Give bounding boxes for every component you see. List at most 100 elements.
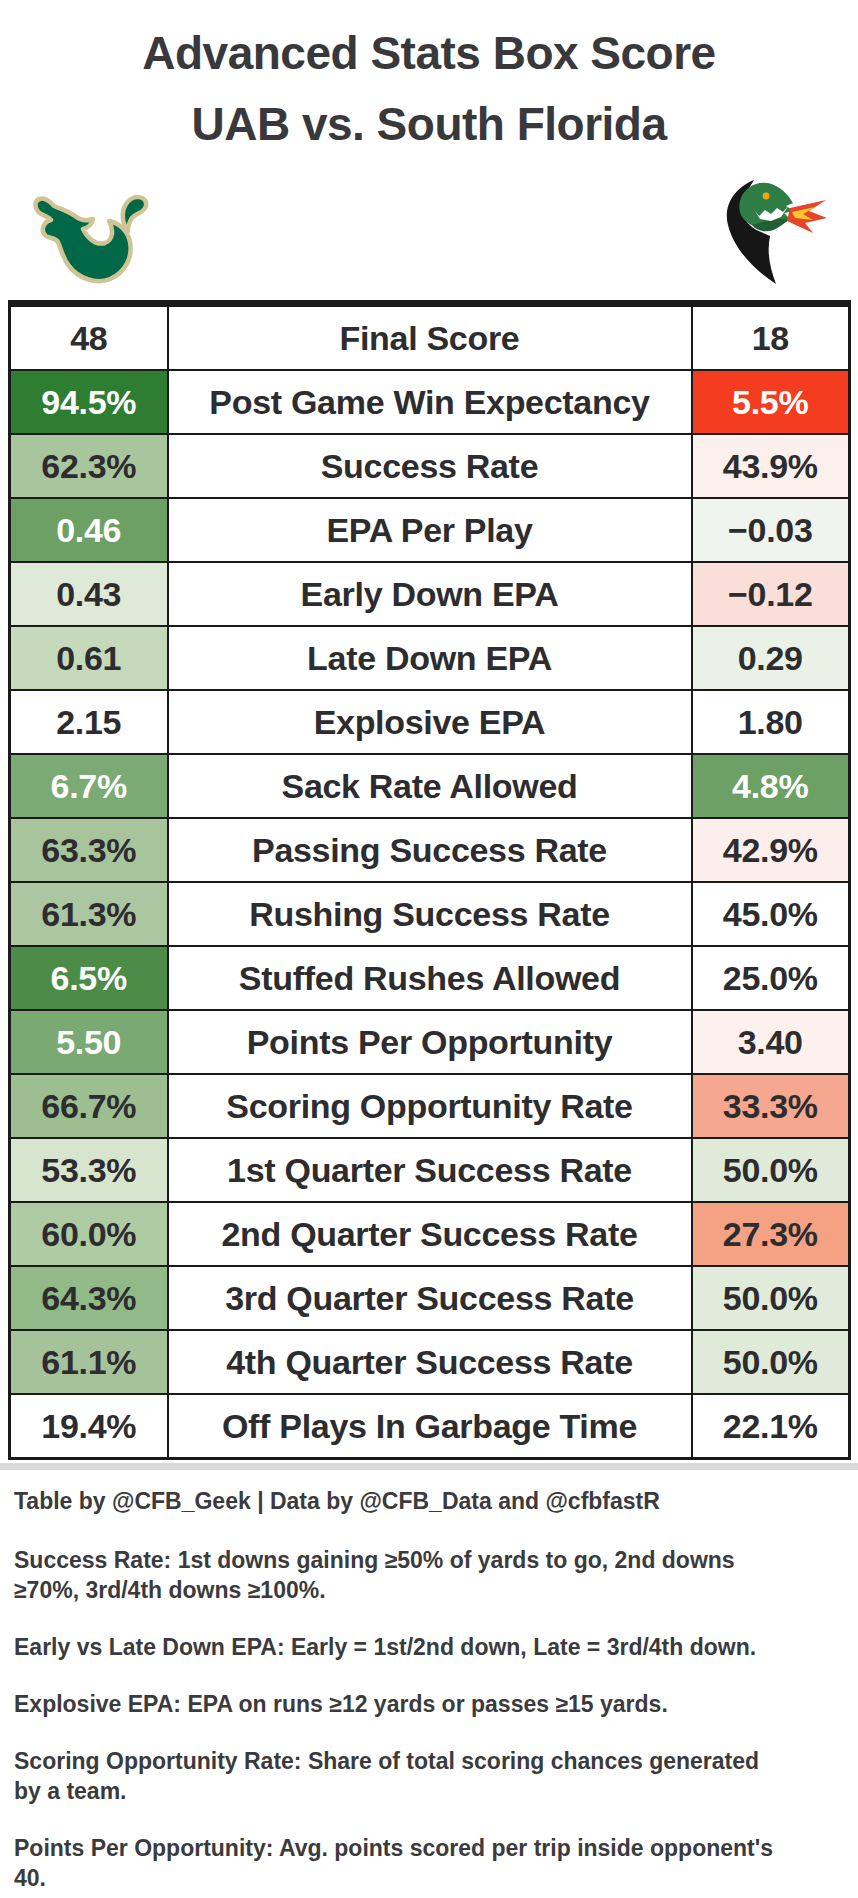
stat-value-right: 50.0% — [692, 1138, 850, 1202]
stat-metric: Success Rate — [168, 434, 692, 498]
footnote-term: Explosive EPA: — [14, 1691, 187, 1717]
stat-value-right: 3.40 — [692, 1010, 850, 1074]
footnote-line: 40. — [14, 1863, 858, 1893]
stat-metric: 3rd Quarter Success Rate — [168, 1266, 692, 1330]
page-title: Advanced Stats Box Score UAB vs. South F… — [0, 18, 858, 160]
table-row: 61.3%Rushing Success Rate45.0% — [10, 882, 850, 946]
footnote-line: Scoring Opportunity Rate: Share of total… — [14, 1746, 858, 1776]
footnote-line: by a team. — [14, 1776, 858, 1806]
footnote: Early vs Late Down EPA: Early = 1st/2nd … — [14, 1632, 858, 1662]
advanced-stats-table: 48Final Score1894.5%Post Game Win Expect… — [8, 300, 851, 1460]
stat-value-left: 19.4% — [10, 1394, 168, 1459]
stat-value-right: 25.0% — [692, 946, 850, 1010]
stat-value-left: 64.3% — [10, 1266, 168, 1330]
title-line2: UAB vs. South Florida — [0, 89, 858, 160]
table-row: 61.1%4th Quarter Success Rate50.0% — [10, 1330, 850, 1394]
south-florida-bulls-logo — [30, 190, 154, 294]
stat-value-right: 27.3% — [692, 1202, 850, 1266]
stat-value-left: 0.61 — [10, 626, 168, 690]
table-row: 62.3%Success Rate43.9% — [10, 434, 850, 498]
footnote-line: ≥70%, 3rd/4th downs ≥100%. — [14, 1575, 858, 1605]
title-line1: Advanced Stats Box Score — [0, 18, 858, 89]
box-score-graphic: Advanced Stats Box Score UAB vs. South F… — [0, 0, 858, 1898]
footnote: Points Per Opportunity: Avg. points scor… — [14, 1833, 858, 1893]
stat-value-right: 0.29 — [692, 626, 850, 690]
stat-metric: Off Plays In Garbage Time — [168, 1394, 692, 1459]
table-row: 64.3%3rd Quarter Success Rate50.0% — [10, 1266, 850, 1330]
table-row: 6.5%Stuffed Rushes Allowed25.0% — [10, 946, 850, 1010]
table-row: 0.46EPA Per Play−0.03 — [10, 498, 850, 562]
footnote-term: Scoring Opportunity Rate: — [14, 1748, 308, 1774]
stat-value-right: 42.9% — [692, 818, 850, 882]
stat-value-right: 50.0% — [692, 1266, 850, 1330]
table-row: 94.5%Post Game Win Expectancy5.5% — [10, 370, 850, 434]
stat-value-right: 22.1% — [692, 1394, 850, 1459]
stat-metric: Scoring Opportunity Rate — [168, 1074, 692, 1138]
stat-value-right: 18 — [692, 304, 850, 371]
stat-value-left: 60.0% — [10, 1202, 168, 1266]
stat-metric: 1st Quarter Success Rate — [168, 1138, 692, 1202]
table-row: 53.3%1st Quarter Success Rate50.0% — [10, 1138, 850, 1202]
footnote: Success Rate: 1st downs gaining ≥50% of … — [14, 1545, 858, 1605]
table-row: 48Final Score18 — [10, 304, 850, 371]
table-row: 5.50Points Per Opportunity3.40 — [10, 1010, 850, 1074]
stat-metric: Sack Rate Allowed — [168, 754, 692, 818]
table-shadow-bar — [0, 1463, 858, 1470]
stat-metric: Points Per Opportunity — [168, 1010, 692, 1074]
footnote: Explosive EPA: EPA on runs ≥12 yards or … — [14, 1689, 858, 1719]
stat-metric: Final Score — [168, 304, 692, 371]
stat-value-left: 53.3% — [10, 1138, 168, 1202]
stat-metric: Stuffed Rushes Allowed — [168, 946, 692, 1010]
table-row: 0.43Early Down EPA−0.12 — [10, 562, 850, 626]
footnote-term: Success Rate: — [14, 1547, 178, 1573]
stat-value-right: −0.12 — [692, 562, 850, 626]
stat-metric: 4th Quarter Success Rate — [168, 1330, 692, 1394]
stat-value-right: 33.3% — [692, 1074, 850, 1138]
stat-metric: Passing Success Rate — [168, 818, 692, 882]
stat-value-left: 61.3% — [10, 882, 168, 946]
stat-value-left: 63.3% — [10, 818, 168, 882]
table-row: 66.7%Scoring Opportunity Rate33.3% — [10, 1074, 850, 1138]
table-row: 2.15Explosive EPA1.80 — [10, 690, 850, 754]
stat-value-left: 94.5% — [10, 370, 168, 434]
stat-metric: Rushing Success Rate — [168, 882, 692, 946]
stat-metric: Late Down EPA — [168, 626, 692, 690]
footnote-term: Early vs Late Down EPA: — [14, 1634, 291, 1660]
stat-metric: Explosive EPA — [168, 690, 692, 754]
stat-value-left: 66.7% — [10, 1074, 168, 1138]
stat-value-left: 62.3% — [10, 434, 168, 498]
stat-metric: EPA Per Play — [168, 498, 692, 562]
stat-value-right: −0.03 — [692, 498, 850, 562]
stat-value-left: 0.43 — [10, 562, 168, 626]
stat-value-right: 5.5% — [692, 370, 850, 434]
stat-value-left: 61.1% — [10, 1330, 168, 1394]
table-row: 0.61Late Down EPA0.29 — [10, 626, 850, 690]
table-row: 6.7%Sack Rate Allowed4.8% — [10, 754, 850, 818]
stat-metric: 2nd Quarter Success Rate — [168, 1202, 692, 1266]
table-row: 63.3%Passing Success Rate42.9% — [10, 818, 850, 882]
footnotes: Success Rate: 1st downs gaining ≥50% of … — [14, 1545, 858, 1898]
stats-table-body: 48Final Score1894.5%Post Game Win Expect… — [10, 304, 850, 1459]
stat-value-left: 0.46 — [10, 498, 168, 562]
footnote-line: Points Per Opportunity: Avg. points scor… — [14, 1833, 858, 1863]
table-row: 60.0%2nd Quarter Success Rate27.3% — [10, 1202, 850, 1266]
stat-metric: Early Down EPA — [168, 562, 692, 626]
attribution-line: Table by @CFB_Geek | Data by @CFB_Data a… — [14, 1488, 858, 1515]
uab-dragon-logo — [696, 174, 828, 294]
stat-metric: Post Game Win Expectancy — [168, 370, 692, 434]
footnote-line: Early vs Late Down EPA: Early = 1st/2nd … — [14, 1632, 858, 1662]
stat-value-left: 5.50 — [10, 1010, 168, 1074]
stat-value-left: 6.7% — [10, 754, 168, 818]
stat-value-left: 2.15 — [10, 690, 168, 754]
footnote: Scoring Opportunity Rate: Share of total… — [14, 1746, 858, 1806]
footnote-line: Explosive EPA: EPA on runs ≥12 yards or … — [14, 1689, 858, 1719]
footnote-term: Points Per Opportunity: — [14, 1835, 279, 1861]
team-logos-row — [0, 174, 858, 294]
stat-value-right: 1.80 — [692, 690, 850, 754]
stat-value-right: 45.0% — [692, 882, 850, 946]
stat-value-right: 4.8% — [692, 754, 850, 818]
stat-value-right: 43.9% — [692, 434, 850, 498]
footnote-line: Success Rate: 1st downs gaining ≥50% of … — [14, 1545, 858, 1575]
stat-value-right: 50.0% — [692, 1330, 850, 1394]
stat-value-left: 6.5% — [10, 946, 168, 1010]
